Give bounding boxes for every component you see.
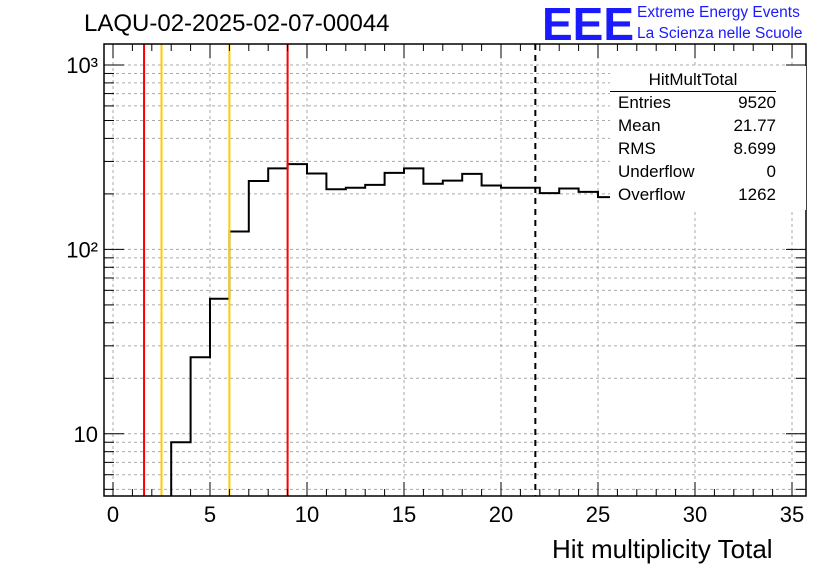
histogram-bin — [462, 174, 481, 496]
histogram-bin — [753, 177, 772, 496]
x-tick-label: 35 — [780, 502, 804, 527]
histogram-bin — [482, 186, 501, 496]
y-tick-label: 10 — [74, 422, 98, 447]
plot-frame — [103, 43, 807, 497]
histogram-bin — [773, 188, 792, 496]
histogram-bin — [734, 174, 753, 496]
x-axis-label: Hit multiplicity Total — [552, 534, 773, 564]
x-tick-label: 25 — [586, 502, 610, 527]
x-tick-label: 15 — [392, 502, 416, 527]
histogram-bin — [385, 173, 404, 496]
stats-row-entries: Entries 9520 — [618, 93, 776, 115]
stats-row-rms: RMS 8.699 — [618, 139, 776, 161]
stats-value: 9520 — [738, 93, 776, 112]
x-tick-label: 0 — [107, 502, 119, 527]
histogram-bin — [288, 164, 307, 496]
histogram-bin — [598, 197, 617, 496]
x-tick-label: 5 — [204, 502, 216, 527]
stats-value: 8.699 — [733, 139, 776, 158]
stats-value: 0 — [766, 162, 776, 181]
logo-caption: Extreme Energy Events La Scienza nelle S… — [637, 2, 802, 44]
histogram-bin — [210, 299, 229, 496]
histogram-bin — [423, 184, 442, 496]
stats-key: Mean — [618, 116, 661, 135]
histogram-bin — [520, 188, 539, 496]
histogram-bin — [326, 189, 345, 496]
stats-key: Overflow — [618, 185, 686, 204]
stats-row-overflow: Overflow 1262 — [618, 185, 776, 207]
x-tick-label: 10 — [295, 502, 319, 527]
logo-line-1: Extreme Energy Events — [637, 4, 800, 21]
x-tick-label: 20 — [489, 502, 513, 527]
stats-value: 1262 — [738, 185, 776, 204]
histogram-bin — [229, 232, 248, 496]
y-tick-label: 10² — [66, 237, 98, 262]
stats-title: HitMultTotal — [648, 70, 738, 89]
stats-box: HitMultTotal Entries 9520 Mean 21.77 RMS 8.… — [610, 66, 806, 210]
histogram-bin — [617, 183, 636, 496]
marker-lines — [143, 44, 537, 496]
histogram-bin — [171, 442, 190, 496]
stats-row-mean: Mean 21.77 — [618, 116, 776, 138]
histogram-bin — [404, 168, 423, 496]
stats-value: 21.77 — [733, 116, 776, 135]
histogram-bin — [307, 174, 326, 496]
x-tick-label: 30 — [683, 502, 707, 527]
histogram-bin — [268, 168, 287, 496]
histogram-bin — [443, 181, 462, 496]
logo-letters: EEE — [542, 2, 634, 44]
histogram-bin — [579, 192, 598, 496]
stats-divider — [610, 91, 776, 92]
histogram-bin — [365, 185, 384, 496]
axes: 0 5 10 15 20 25 30 35 10 10² 10³ — [66, 43, 807, 527]
histogram-bin — [559, 188, 578, 496]
stats-key: Underflow — [618, 162, 695, 181]
stats-key: RMS — [618, 139, 656, 158]
histogram-bin — [540, 193, 559, 496]
logo-line-2: La Scienza nelle Scuole — [637, 25, 803, 42]
chart-title: LAQU-02-2025-02-07-00044 — [84, 10, 390, 37]
stats-row-underflow: Underflow 0 — [618, 162, 776, 184]
eee-logo-icon: EEE — [542, 2, 634, 44]
y-tick-label: 10³ — [66, 53, 98, 78]
histogram-bin — [501, 188, 520, 496]
histogram-bin — [249, 181, 268, 496]
histogram-bin — [346, 188, 365, 496]
stats-key: Entries — [618, 93, 671, 112]
